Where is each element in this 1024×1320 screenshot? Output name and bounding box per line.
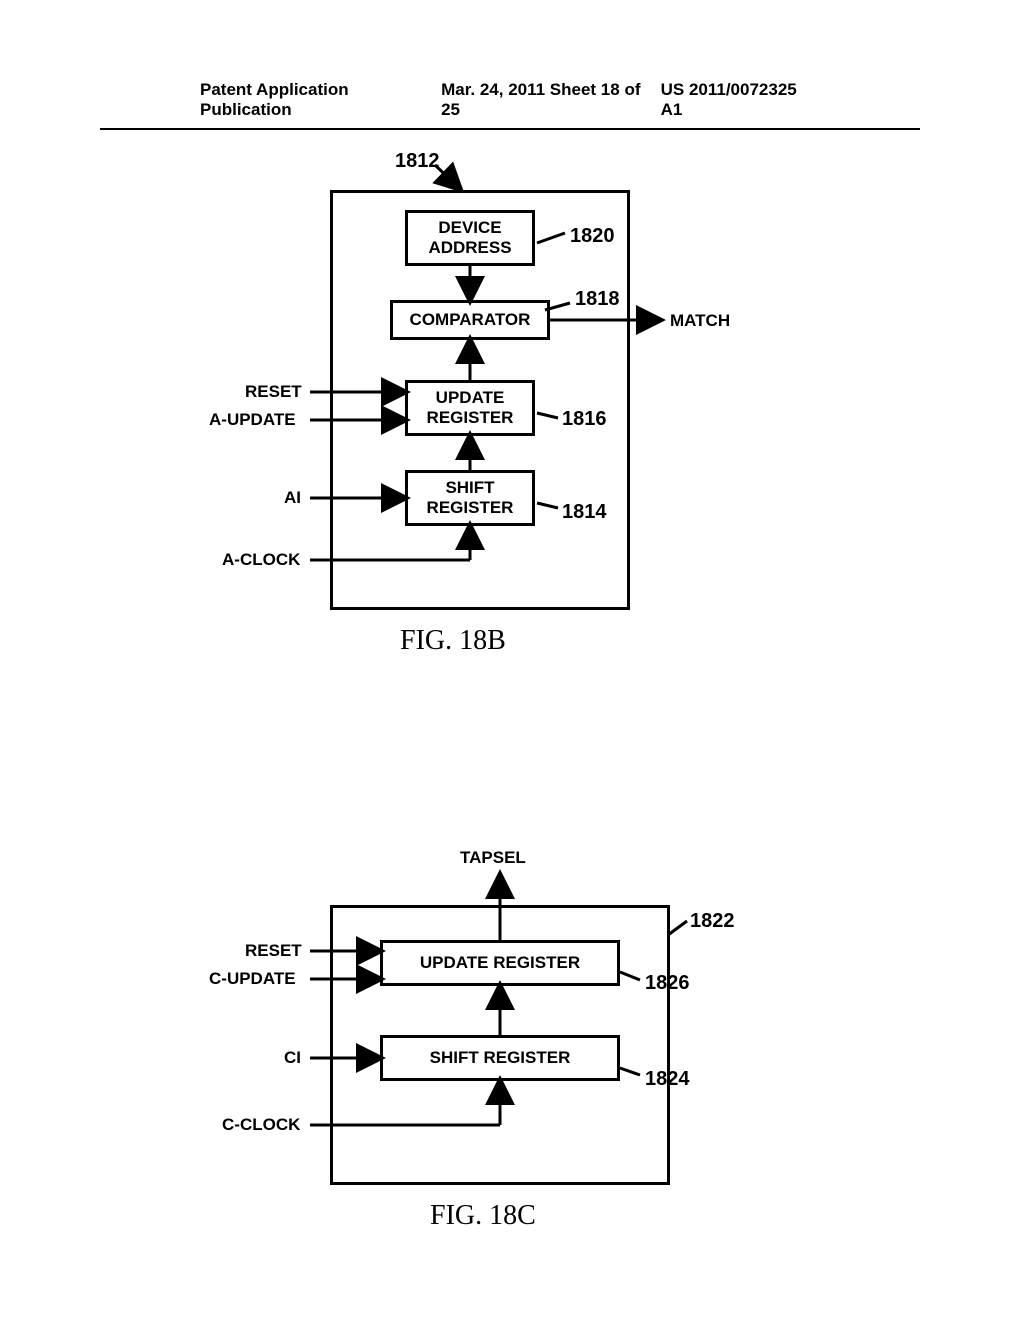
update-register-block-18b: UPDATE REGISTER — [405, 380, 535, 436]
device-address-line2: ADDRESS — [428, 238, 511, 258]
shift-register-block-18b: SHIFT REGISTER — [405, 470, 535, 526]
signal-tapsel: TAPSEL — [460, 848, 526, 868]
device-address-block: DEVICE ADDRESS — [405, 210, 535, 266]
signal-reset-18c: RESET — [245, 941, 302, 961]
signal-ci: CI — [284, 1048, 301, 1068]
shift-register-block-18c: SHIFT REGISTER — [380, 1035, 620, 1081]
signal-c-clock: C-CLOCK — [222, 1115, 300, 1135]
page-header: Patent Application Publication Mar. 24, … — [100, 80, 920, 130]
ref-1812: 1812 — [395, 150, 440, 173]
ref-1826: 1826 — [645, 972, 690, 995]
header-left: Patent Application Publication — [200, 80, 441, 120]
device-address-line1: DEVICE — [438, 218, 501, 238]
update-register-line1-18b: UPDATE — [436, 388, 505, 408]
header-center: Mar. 24, 2011 Sheet 18 of 25 — [441, 80, 661, 120]
ref-1824: 1824 — [645, 1068, 690, 1091]
update-register-label-18c: UPDATE REGISTER — [420, 953, 580, 973]
header-right: US 2011/0072325 A1 — [661, 80, 820, 120]
shift-register-label-18c: SHIFT REGISTER — [430, 1048, 571, 1068]
update-register-block-18c: UPDATE REGISTER — [380, 940, 620, 986]
fig18c-caption: FIG. 18C — [430, 1200, 536, 1232]
ref-1816: 1816 — [562, 408, 607, 431]
comparator-label: COMPARATOR — [410, 310, 531, 330]
signal-a-clock: A-CLOCK — [222, 550, 300, 570]
ref-1814: 1814 — [562, 501, 607, 524]
shift-register-line1-18b: SHIFT — [445, 478, 494, 498]
ref-1820: 1820 — [570, 225, 615, 248]
fig18b-caption: FIG. 18B — [400, 625, 506, 657]
comparator-block: COMPARATOR — [390, 300, 550, 340]
signal-a-update: A-UPDATE — [209, 410, 296, 430]
signal-ai: AI — [284, 488, 301, 508]
shift-register-line2-18b: REGISTER — [427, 498, 514, 518]
signal-reset-18b: RESET — [245, 382, 302, 402]
signal-c-update: C-UPDATE — [209, 969, 296, 989]
signal-match: MATCH — [670, 311, 730, 331]
ref-1818: 1818 — [575, 288, 620, 311]
update-register-line2-18b: REGISTER — [427, 408, 514, 428]
ref-1822: 1822 — [690, 910, 735, 933]
